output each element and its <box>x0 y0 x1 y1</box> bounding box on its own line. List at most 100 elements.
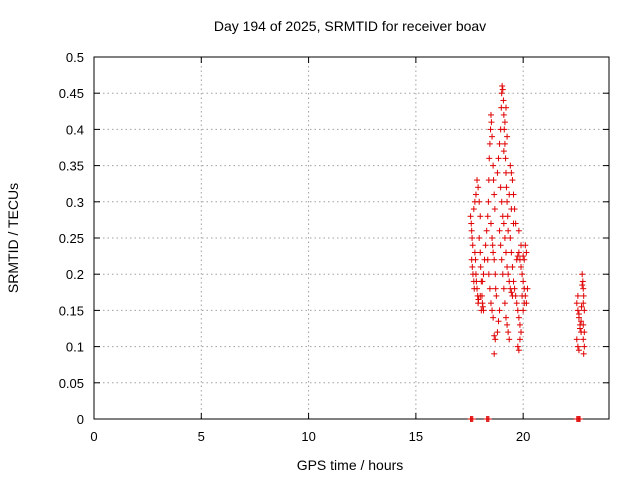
data-point <box>497 184 504 191</box>
data-point <box>509 177 516 184</box>
data-point <box>468 220 475 227</box>
data-point <box>508 169 515 176</box>
y-tick-label: 0 <box>77 412 84 427</box>
data-point <box>520 253 527 260</box>
data-point <box>519 292 526 299</box>
y-tick-label: 0.1 <box>66 340 84 355</box>
data-point <box>490 162 497 169</box>
data-point <box>491 191 498 198</box>
data-point <box>573 300 580 307</box>
data-point <box>499 86 506 93</box>
data-point <box>476 198 483 205</box>
data-point <box>524 285 531 292</box>
data-point <box>495 155 502 162</box>
x-tick-label: 0 <box>90 429 97 444</box>
y-tick-label: 0.2 <box>66 267 84 282</box>
data-point <box>578 318 585 325</box>
data-point <box>573 336 580 343</box>
data-point <box>510 220 517 227</box>
y-tick-label: 0.35 <box>59 159 84 174</box>
data-point <box>494 329 501 336</box>
data-point <box>492 285 499 292</box>
data-point <box>574 307 581 314</box>
data-point <box>491 256 498 263</box>
data-point <box>503 249 509 256</box>
data-point <box>493 292 500 299</box>
y-tick-label: 0.05 <box>59 376 84 391</box>
data-point <box>488 119 495 126</box>
data-point <box>515 249 522 256</box>
data-point <box>472 191 479 198</box>
data-point <box>497 242 504 249</box>
data-point <box>483 227 490 234</box>
data-point <box>478 307 485 314</box>
data-point <box>507 162 514 169</box>
data-point <box>491 350 498 357</box>
data-point <box>498 90 505 97</box>
data-point <box>575 311 582 318</box>
data-point <box>578 303 585 310</box>
data-point <box>503 184 510 191</box>
data-point <box>580 292 587 299</box>
x-tick-label: 20 <box>516 429 530 444</box>
data-point <box>580 321 587 328</box>
data-point <box>471 249 478 256</box>
y-tick-label: 0.45 <box>59 86 84 101</box>
data-point <box>577 416 584 422</box>
data-point <box>498 256 505 263</box>
data-point <box>490 177 497 184</box>
data-point <box>487 220 494 227</box>
data-point <box>500 97 507 104</box>
data-point <box>575 347 582 354</box>
data-point <box>484 213 491 220</box>
data-point <box>500 111 507 118</box>
data-point <box>512 292 519 299</box>
data-point <box>515 347 522 354</box>
data-point <box>508 249 515 256</box>
data-point <box>504 133 511 140</box>
data-point <box>492 271 499 278</box>
data-point <box>482 242 489 249</box>
data-point <box>574 292 581 299</box>
data-point <box>506 191 513 198</box>
data-point <box>479 303 486 310</box>
data-point <box>500 285 507 292</box>
data-point <box>490 314 497 321</box>
y-tick-label: 0.15 <box>59 303 84 318</box>
data-point <box>579 282 586 289</box>
data-point <box>479 278 486 285</box>
data-point <box>480 271 487 278</box>
data-point <box>507 235 514 241</box>
data-point <box>485 416 492 422</box>
data-point <box>501 119 508 126</box>
grid <box>94 57 609 419</box>
data-point <box>504 263 511 270</box>
data-point <box>501 140 508 147</box>
data-point <box>509 263 516 270</box>
y-tick-label: 0.25 <box>59 231 84 246</box>
data-point <box>501 235 508 241</box>
data-point <box>489 133 496 140</box>
data-point <box>518 242 525 249</box>
data-point <box>515 314 522 321</box>
data-point <box>487 300 494 307</box>
data-point <box>508 206 515 213</box>
data-point <box>514 253 521 260</box>
data-points <box>467 82 588 422</box>
data-point <box>574 343 581 350</box>
data-point <box>474 177 481 184</box>
data-point <box>514 343 521 350</box>
data-point <box>486 285 493 292</box>
data-point <box>477 249 484 256</box>
data-point <box>486 155 493 162</box>
data-point <box>500 148 507 155</box>
x-tick-label: 5 <box>198 429 205 444</box>
data-point <box>523 249 530 256</box>
data-point <box>491 206 498 213</box>
data-point <box>474 285 481 292</box>
data-point <box>490 249 497 256</box>
x-tick-label: 10 <box>301 429 315 444</box>
data-point <box>580 285 587 292</box>
data-point <box>475 296 482 303</box>
data-point <box>516 336 523 343</box>
